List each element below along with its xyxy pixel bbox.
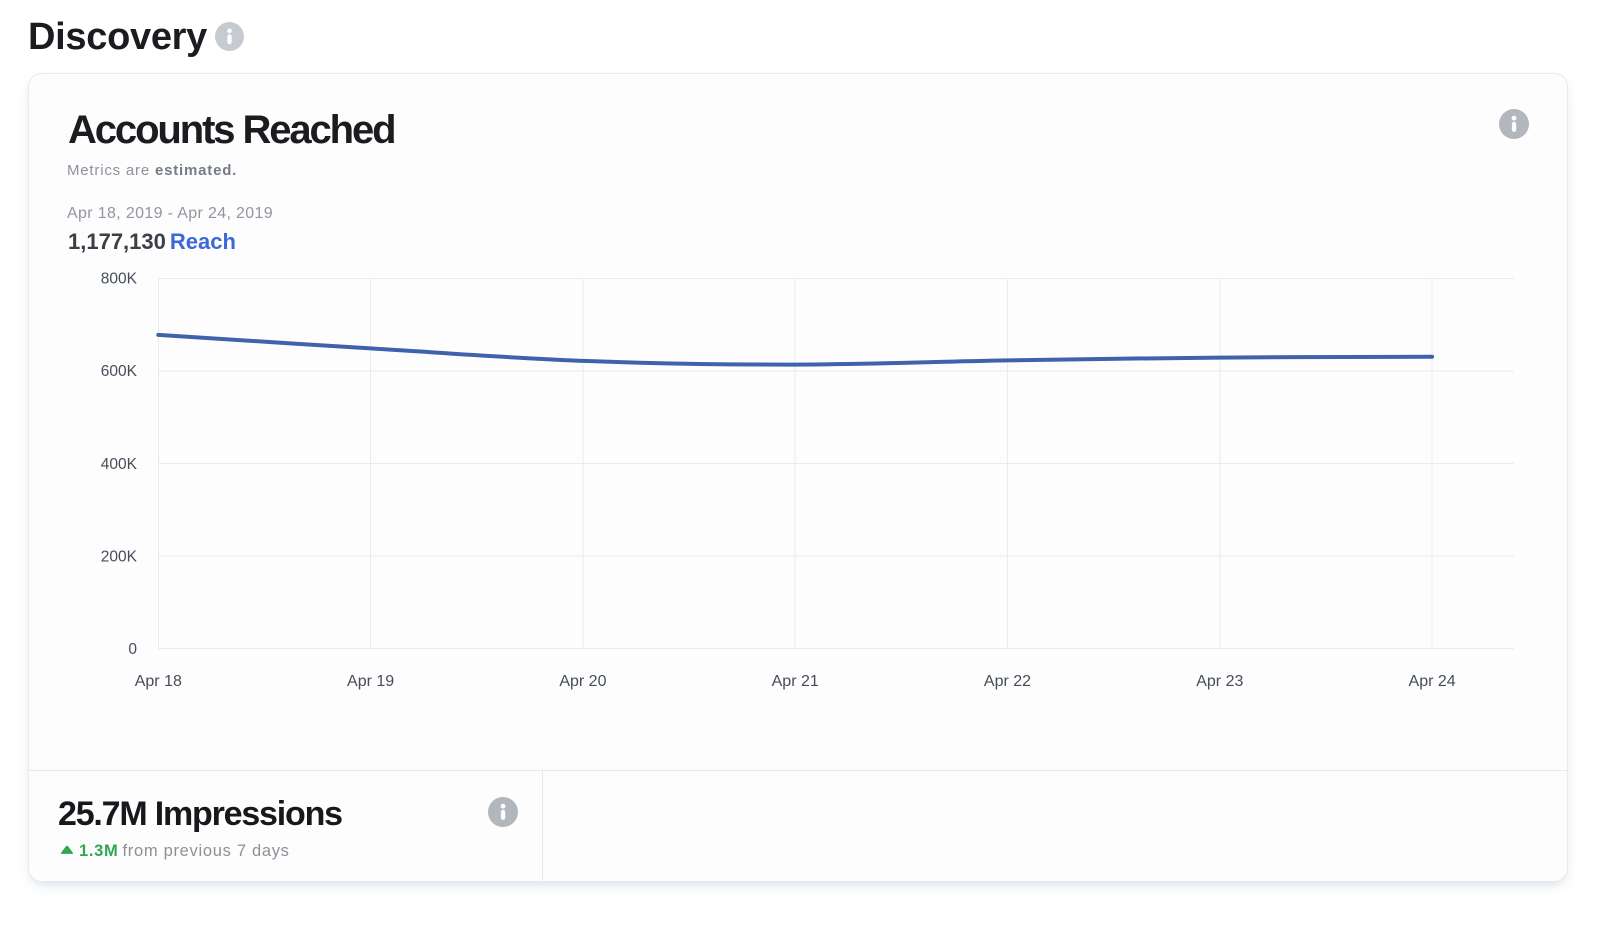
svg-text:Apr 24: Apr 24 [1409,673,1456,690]
svg-text:Apr 20: Apr 20 [559,673,606,690]
svg-text:0: 0 [128,641,137,658]
svg-text:Apr 21: Apr 21 [772,673,819,690]
svg-text:Apr 18: Apr 18 [135,673,182,690]
svg-text:Apr 19: Apr 19 [347,673,394,690]
svg-text:600K: 600K [101,363,138,380]
svg-text:Apr 23: Apr 23 [1196,673,1243,690]
svg-text:400K: 400K [101,456,138,473]
svg-text:800K: 800K [101,271,138,288]
svg-text:Apr 22: Apr 22 [984,673,1031,690]
svg-text:200K: 200K [101,548,138,565]
